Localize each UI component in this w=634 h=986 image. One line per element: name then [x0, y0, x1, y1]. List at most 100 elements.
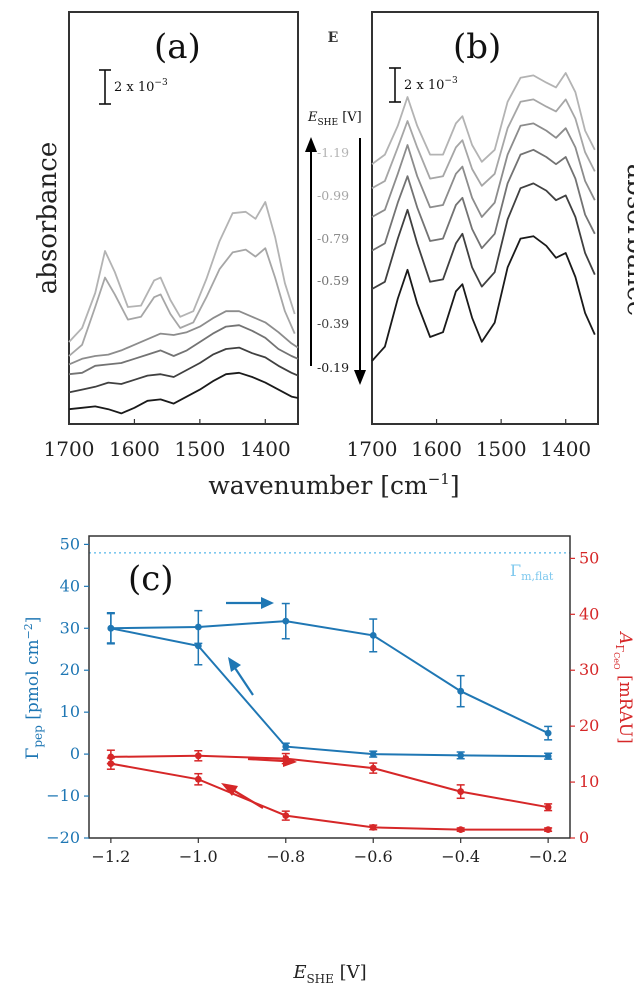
series-line	[110, 627, 549, 758]
marker-e: E	[328, 30, 339, 46]
x-tick-label: −0.4	[441, 847, 480, 866]
ref-line-label: Γm,flat	[510, 561, 554, 583]
data-point	[194, 642, 202, 650]
y-tick-label-right: 50	[579, 548, 599, 567]
data-point	[544, 826, 552, 834]
potential-label: -0.39	[317, 316, 349, 331]
data-point	[194, 752, 202, 760]
series-line	[110, 620, 549, 735]
blue-arrow-reverse	[228, 657, 254, 696]
x-tick-label: 1500	[174, 437, 225, 461]
panel-a-scale-bar: 2 x 10−3	[99, 69, 168, 105]
spectrum-line	[371, 182, 596, 290]
panel-b-scale-bar: 2 x 10−3	[389, 67, 458, 103]
data-point	[457, 751, 465, 759]
spectrum-line	[68, 310, 299, 366]
scale-bar-b-text: 2 x 10−3	[404, 76, 458, 93]
x-tick-label: 1400	[240, 437, 291, 461]
scale-bar-a-text: 2 x 10−3	[114, 78, 168, 95]
x-tick-label: −1.0	[179, 847, 218, 866]
potential-header: ESHE [V]	[307, 110, 362, 128]
panel-c-ticks: −1.2 −1.0 −0.8 −0.6 −0.4 −0.2 −20 −10 0 10 20 30 40 5…	[46, 534, 599, 866]
spectrum-line	[371, 98, 596, 189]
spectrum-line	[68, 346, 299, 394]
y-tick-label-left: 10	[60, 702, 80, 721]
panel-a-label: (a)	[154, 27, 201, 67]
y-tick-label-left: −10	[46, 786, 80, 805]
data-point	[457, 788, 465, 795]
x-tick-label: 1600	[411, 437, 462, 461]
x-tick-label: 1400	[540, 437, 591, 461]
potential-label: -0.19	[317, 360, 349, 375]
ylabel-absorbance-right: absorbance	[621, 164, 634, 316]
data-point	[282, 812, 290, 820]
potential-labels: -1.19 -0.99 -0.79 -0.59 -0.39 -0.19	[317, 145, 349, 375]
data-point	[369, 632, 377, 639]
x-tick-label: 1700	[44, 437, 95, 461]
panel-b-label: (b)	[453, 27, 501, 67]
spectrum-line	[371, 72, 596, 165]
blue-arrow-forward	[226, 597, 274, 609]
spectrum-line	[371, 235, 596, 362]
data-point	[194, 775, 202, 783]
ylabel-gamma-pep: Γpep [pmol cm−2]	[22, 617, 45, 760]
y-tick-label-left: 20	[60, 660, 80, 679]
data-point	[369, 750, 377, 758]
spectrum-line	[371, 122, 596, 218]
x-tick-label: 1600	[109, 437, 160, 461]
x-tick-label: 1500	[476, 437, 527, 461]
red-arrow-forward	[247, 755, 297, 767]
x-tick-label: −0.8	[266, 847, 305, 866]
x-ticks-b: 1700 1600 1500 1400	[347, 419, 591, 461]
data-point	[107, 624, 115, 632]
spectrum-line	[68, 201, 296, 343]
series-line	[110, 754, 549, 809]
spectra-a	[68, 201, 299, 415]
y-tick-label-left: 40	[60, 576, 80, 595]
data-point	[107, 760, 115, 768]
y-tick-label-right: 20	[579, 716, 599, 735]
y-tick-label-right: 10	[579, 772, 599, 791]
panel-b: (b) 2 x 10−3 1700 1600 1500 1400	[347, 11, 599, 461]
series-line	[110, 762, 549, 831]
panel-b-frame	[371, 11, 599, 425]
panel-c: (c) Γm,flat −1.2 −1.0 −0.8 −0.6 −0.4 −0.2−20−…	[46, 534, 599, 866]
y-tick-label-left: 0	[70, 744, 80, 763]
data-point	[544, 729, 552, 737]
x-tick-label: −1.2	[91, 847, 130, 866]
y-tick-label-left: −20	[46, 828, 80, 847]
y-tick-label-left: 50	[60, 534, 80, 553]
spectrum-line	[68, 371, 299, 415]
potential-label: -1.19	[317, 145, 349, 160]
data-point	[457, 687, 465, 695]
y-tick-label-right: 40	[579, 604, 599, 623]
y-tick-label-right: 30	[579, 660, 599, 679]
spectrum-line	[371, 148, 596, 252]
potential-label: -0.99	[317, 188, 349, 203]
panel-c-label: (c)	[128, 559, 174, 599]
panel-a: (a) 2 x 10−3 1700 1600 1500 1400	[44, 11, 299, 461]
x-tick-label: 1700	[347, 437, 398, 461]
x-tick-label: −0.2	[529, 847, 568, 866]
x-ticks-a: 1700 1600 1500 1400	[44, 419, 291, 461]
y-tick-label-right: 0	[579, 828, 589, 847]
data-point	[282, 743, 290, 750]
xlabel-wavenumber: wavenumber [cm−1]	[208, 470, 459, 500]
panel-c-frame	[88, 535, 571, 839]
arrow-up	[305, 137, 317, 366]
data-point	[369, 764, 377, 772]
data-point	[457, 826, 465, 834]
spectrum-line	[68, 324, 299, 376]
spectra-b	[371, 72, 596, 362]
x-tick-label: −0.6	[354, 847, 393, 866]
arrow-down	[354, 138, 366, 385]
data-point	[544, 803, 552, 811]
y-tick-label-left: 30	[60, 618, 80, 637]
data-point	[369, 823, 377, 831]
ylabel-absorbance-left: absorbance	[33, 142, 63, 294]
data-point	[544, 752, 552, 760]
ylabel-a-right: AΓCeO [mRAU]	[612, 630, 634, 744]
potential-label: -0.59	[317, 273, 349, 288]
xlabel-eshe: ESHE [V]	[292, 962, 366, 986]
